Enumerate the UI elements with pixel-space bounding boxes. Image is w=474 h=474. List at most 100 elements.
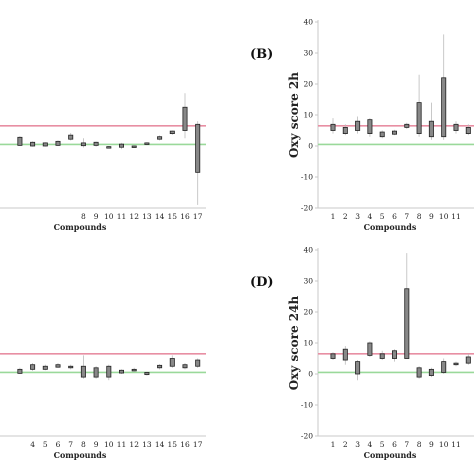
box-b-10 bbox=[441, 77, 447, 138]
x-tick-label: 1 bbox=[331, 212, 336, 221]
x-tick-label: 13 bbox=[142, 212, 152, 221]
y-tick-label: 30 bbox=[303, 49, 313, 58]
y-tick-label: 30 bbox=[303, 277, 313, 286]
y-tick-label: 20 bbox=[303, 80, 313, 89]
x-tick-label: 7 bbox=[404, 212, 409, 221]
box-c-16 bbox=[182, 364, 188, 369]
box-a-5 bbox=[42, 142, 48, 147]
box-a-12 bbox=[131, 145, 137, 148]
box-d-9 bbox=[428, 368, 434, 376]
y-tick-label: 10 bbox=[303, 339, 313, 348]
box-b-7 bbox=[404, 123, 410, 128]
x-tick-label: 8 bbox=[81, 440, 86, 449]
x-tick-label: 10 bbox=[439, 440, 449, 449]
box-c-4 bbox=[30, 364, 36, 370]
box-b-6 bbox=[391, 130, 397, 135]
box-d-8 bbox=[416, 367, 422, 378]
box-b-9 bbox=[428, 120, 434, 138]
x-tick-label: 2 bbox=[343, 212, 348, 221]
x-tick-label: 9 bbox=[94, 440, 99, 449]
box-a-15 bbox=[169, 130, 175, 134]
box-a-11 bbox=[119, 143, 125, 148]
x-axis-title: Compounds bbox=[364, 450, 417, 460]
box-c-3 bbox=[17, 368, 23, 374]
x-tick-label: 15 bbox=[168, 212, 178, 221]
x-tick-label: 6 bbox=[392, 212, 397, 221]
box-d-5 bbox=[379, 353, 385, 359]
x-tick-label: 17 bbox=[193, 212, 203, 221]
x-tick-label: 4 bbox=[368, 212, 373, 221]
box-a-4 bbox=[30, 141, 36, 147]
box-a-7 bbox=[68, 134, 74, 140]
x-tick-label: 10 bbox=[439, 212, 449, 221]
box-c-9 bbox=[93, 367, 99, 378]
box-b-5 bbox=[379, 131, 385, 138]
panel-label: (D) bbox=[250, 275, 274, 290]
y-tick-label: 20 bbox=[303, 308, 313, 317]
x-tick-label: 10 bbox=[104, 440, 114, 449]
y-tick-label: 0 bbox=[308, 370, 313, 379]
box-c-7 bbox=[68, 365, 74, 369]
panel-a-chart: 8 9 10 11 12 13 14 15 16 17 Compounds bbox=[0, 93, 206, 232]
x-tick-label: 12 bbox=[129, 440, 139, 449]
x-tick-label: 7 bbox=[68, 440, 73, 449]
x-tick-label: 8 bbox=[81, 212, 86, 221]
x-axis-title: Compounds bbox=[54, 222, 107, 232]
box-d-1 bbox=[330, 353, 336, 359]
box-b-12 bbox=[465, 127, 471, 135]
x-tick-label: 11 bbox=[451, 212, 461, 221]
box-a-3 bbox=[17, 136, 23, 146]
box-d-7 bbox=[404, 288, 410, 359]
box-c-6 bbox=[55, 364, 61, 368]
x-tick-label: 6 bbox=[56, 440, 61, 449]
box-d-6 bbox=[391, 350, 397, 359]
y-axis-title: Oxy score 24h bbox=[287, 296, 301, 391]
x-tick-label: 11 bbox=[117, 440, 127, 449]
box-d-2 bbox=[342, 348, 348, 361]
box-b-1 bbox=[330, 123, 336, 131]
box-b-4 bbox=[367, 119, 373, 135]
x-tick-label: 14 bbox=[155, 212, 165, 221]
x-tick-label: 2 bbox=[343, 440, 348, 449]
x-tick-label: 10 bbox=[104, 212, 114, 221]
box-c-5 bbox=[42, 365, 48, 370]
x-tick-label: 1 bbox=[331, 440, 336, 449]
x-tick-label: 14 bbox=[155, 440, 165, 449]
y-tick-label: 0 bbox=[308, 142, 313, 151]
x-tick-label: 4 bbox=[30, 440, 35, 449]
box-c-11 bbox=[119, 369, 125, 374]
box-c-14 bbox=[157, 364, 163, 369]
box-c-8 bbox=[80, 365, 86, 378]
x-tick-label: 3 bbox=[355, 212, 360, 221]
y-tick-label: -20 bbox=[301, 432, 313, 441]
box-b-3 bbox=[355, 120, 361, 131]
x-axis-title: Compounds bbox=[364, 222, 417, 232]
x-tick-label: 8 bbox=[417, 212, 422, 221]
x-tick-label: 9 bbox=[429, 212, 434, 221]
x-tick-label: 17 bbox=[193, 440, 203, 449]
y-tick-label: -10 bbox=[301, 173, 313, 182]
box-a-16 bbox=[182, 106, 188, 131]
x-tick-label: 8 bbox=[417, 440, 422, 449]
box-a-10 bbox=[106, 146, 112, 149]
x-tick-label: 5 bbox=[380, 212, 385, 221]
box-c-17 bbox=[195, 359, 201, 367]
box-d-3 bbox=[355, 361, 361, 375]
x-tick-label: 13 bbox=[142, 440, 152, 449]
box-d-4 bbox=[367, 342, 373, 356]
box-a-6 bbox=[55, 140, 61, 146]
x-tick-label: 5 bbox=[43, 440, 48, 449]
x-tick-label: 11 bbox=[117, 212, 127, 221]
x-tick-label: 16 bbox=[180, 212, 190, 221]
y-tick-label: 10 bbox=[303, 111, 313, 120]
box-b-2 bbox=[342, 127, 348, 135]
box-c-15 bbox=[169, 358, 175, 367]
y-axis-title: Oxy score 2h bbox=[287, 72, 301, 158]
y-tick-label: 40 bbox=[303, 246, 313, 255]
panel-label: (B) bbox=[250, 47, 273, 62]
box-a-13 bbox=[144, 142, 150, 145]
box-d-10 bbox=[441, 361, 447, 373]
